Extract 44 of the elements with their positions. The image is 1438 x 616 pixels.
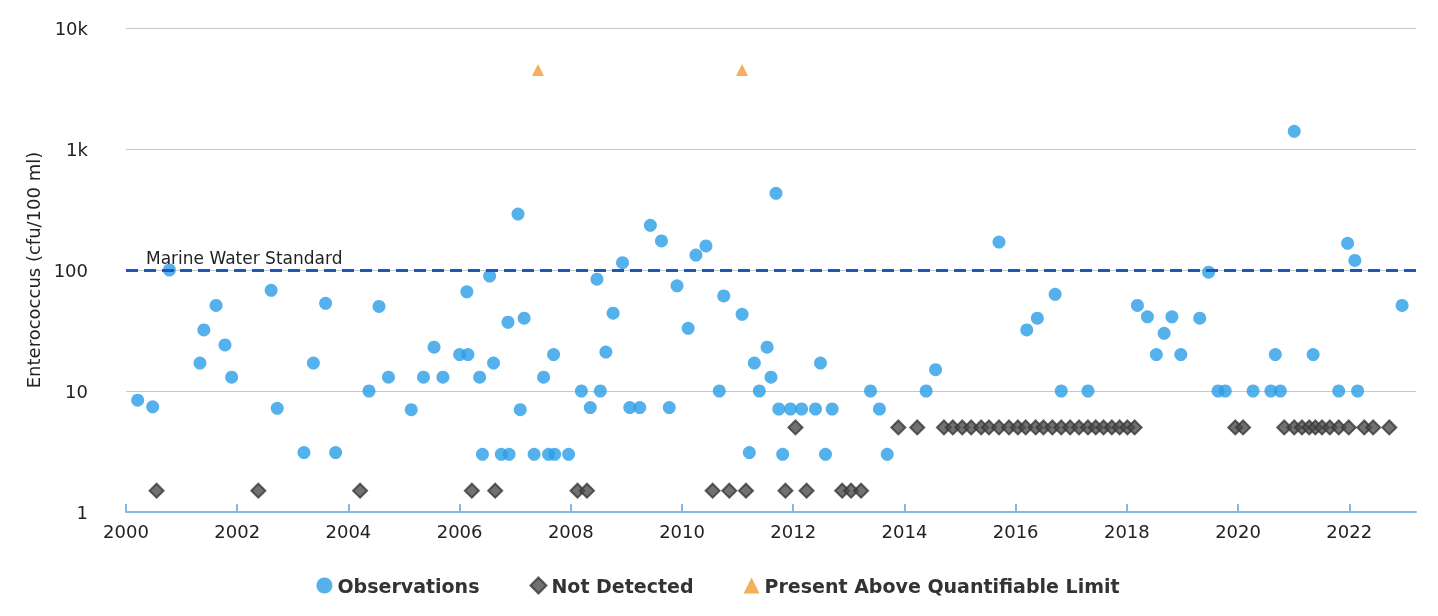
point [890,419,907,436]
x-tick-label: 2022 [1326,520,1373,542]
point [798,482,815,499]
legend-label: Not Detected [551,574,694,597]
x-tick-label: 2014 [881,520,928,542]
point [909,419,926,436]
x-tick-label: 2002 [214,520,261,542]
x-tick-label: 2016 [992,520,1039,542]
y-tick-label: 1 [76,501,88,523]
point [787,419,804,436]
point [250,482,267,499]
point [737,482,754,499]
x-tick-label: 2000 [103,520,149,542]
legend-label: Observations [337,574,480,597]
x-tick-label: 2010 [659,520,705,542]
point [1365,419,1382,436]
point [578,482,595,499]
y-axis-title: Enterococcus (cfu/100 ml) [23,151,45,389]
y-tick-label: 1k [66,138,89,160]
y-tick-label: 100 [53,259,88,281]
x-tick-label: 2004 [325,520,372,542]
point [736,63,749,76]
y-tick-label: 10k [54,17,89,39]
point [148,482,165,499]
legend-label: Present Above Quantifiable Limit [764,574,1120,597]
x-tick-label: 2006 [436,520,483,542]
point [1381,419,1398,436]
x-tick-label: 2020 [1215,520,1261,542]
x-tick-label: 2008 [547,520,594,542]
point [1126,419,1143,436]
point [853,482,870,499]
y-tick-label: 10 [65,380,88,402]
point [777,482,794,499]
point [352,482,369,499]
point [532,63,545,76]
x-tick-label: 2012 [770,520,817,542]
x-tick-label: 2018 [1103,520,1150,542]
point [721,482,738,499]
ref-line-label: Marine Water Standard [146,247,343,268]
point [704,482,721,499]
point [487,482,504,499]
point [1235,419,1252,436]
point [463,482,480,499]
point [1340,419,1357,436]
